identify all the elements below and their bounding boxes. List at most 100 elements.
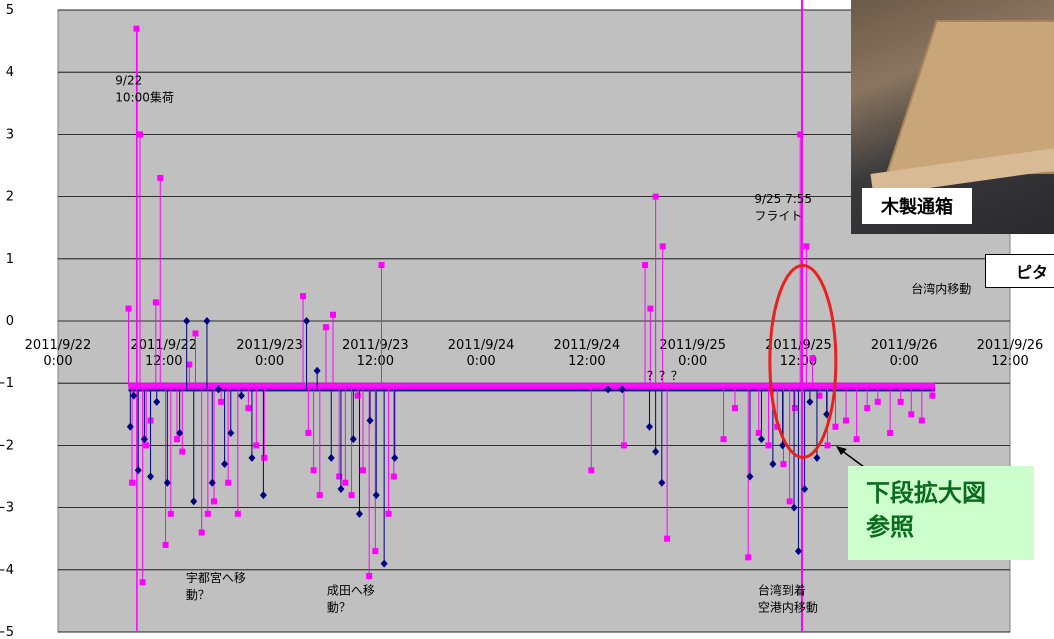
data-point	[227, 428, 235, 437]
data-point	[342, 479, 349, 486]
x-axis-ticks: 2011/9/220:002011/9/2212:002011/9/230:00…	[25, 338, 1044, 369]
data-point	[618, 385, 626, 394]
data-point	[658, 478, 666, 487]
data-point	[167, 510, 174, 517]
data-point	[203, 317, 211, 325]
data-point	[174, 436, 180, 443]
x-tick-label: 2011/9/22	[25, 338, 92, 353]
annotation-collect: 9/22	[115, 74, 142, 88]
data-point	[349, 435, 357, 444]
data-point	[853, 436, 860, 443]
data-point	[378, 262, 385, 269]
data-point	[143, 442, 150, 449]
data-point	[816, 392, 823, 399]
x-tick-label: 12:00	[991, 354, 1028, 369]
y-tick-label: 5	[6, 3, 14, 18]
annotation-arrival: 空港内移動	[758, 601, 818, 615]
data-point	[385, 510, 392, 517]
data-point	[186, 361, 193, 368]
data-point	[588, 467, 595, 474]
data-point	[163, 478, 171, 487]
data-point	[745, 554, 752, 561]
data-point	[620, 442, 627, 449]
data-point	[791, 405, 798, 412]
data-point	[130, 391, 138, 400]
data-point	[211, 498, 218, 505]
y-tick-label: −1	[0, 376, 14, 391]
annotation-utsunomiya: 動？	[186, 588, 210, 602]
y-tick-label: −5	[0, 625, 14, 639]
data-point	[806, 397, 814, 406]
data-point	[261, 454, 268, 461]
data-point	[720, 436, 727, 443]
data-point	[183, 317, 191, 325]
data-point	[380, 559, 388, 568]
highlight-ellipse	[768, 263, 838, 459]
data-point	[139, 579, 146, 586]
x-tick-label: 12:00	[568, 354, 605, 369]
data-point	[929, 392, 936, 399]
x-tick-label: 2011/9/22	[130, 338, 197, 353]
x-tick-label: 2011/9/26	[977, 338, 1044, 353]
data-point	[864, 405, 871, 412]
y-tick-label: 0	[6, 314, 14, 329]
data-point	[642, 262, 649, 269]
data-point	[225, 479, 232, 486]
data-point	[245, 405, 252, 412]
y-tick-label: −2	[0, 438, 14, 453]
series-magenta	[125, 0, 936, 632]
annotation-narita: 成田へ移	[327, 584, 375, 598]
data-point	[794, 547, 802, 556]
data-point	[305, 429, 312, 436]
data-point	[153, 397, 161, 406]
data-point	[147, 472, 155, 481]
data-point	[214, 385, 222, 394]
data-point	[874, 398, 881, 405]
x-tick-label: 2011/9/26	[871, 338, 938, 353]
data-point	[801, 484, 809, 493]
y-tick-label: 4	[6, 65, 14, 80]
data-point	[790, 503, 798, 512]
data-point	[192, 330, 199, 337]
x-tick-label: 0:00	[43, 354, 72, 369]
photo-label: 木製通箱	[862, 188, 972, 224]
x-tick-label: 2011/9/24	[554, 338, 621, 353]
annotation-utsunomiya: 宇都宮へ移	[186, 570, 246, 585]
data-point	[248, 453, 256, 462]
series-baselines	[128, 382, 936, 392]
data-point	[179, 448, 186, 455]
data-point	[832, 423, 839, 430]
data-point	[152, 299, 159, 306]
data-point	[310, 467, 317, 474]
data-point	[366, 573, 373, 580]
x-tick-label: 12:00	[357, 354, 394, 369]
data-point	[313, 366, 321, 375]
annotation-question: ？？？	[647, 369, 683, 383]
data-point	[134, 466, 142, 475]
data-point	[316, 492, 323, 499]
data-point	[337, 484, 345, 493]
data-point	[300, 293, 307, 300]
y-tick-label: 2	[6, 190, 14, 205]
data-point	[372, 491, 380, 500]
data-point	[253, 442, 260, 449]
data-point	[372, 548, 379, 555]
data-point	[162, 541, 169, 548]
data-point	[769, 460, 777, 469]
data-point	[322, 324, 329, 331]
y-axis-ticks: 5 4 3 2 1 0 −1 −2 −3 −4 −5	[0, 3, 14, 639]
data-point	[780, 461, 787, 468]
data-point	[259, 491, 267, 500]
data-point	[237, 391, 245, 400]
x-tick-label: 0:00	[467, 354, 496, 369]
data-point	[604, 385, 612, 394]
data-point	[803, 243, 810, 250]
data-point	[843, 417, 850, 424]
annotation-narita: 動？	[327, 601, 351, 615]
data-point	[908, 411, 915, 418]
data-point	[652, 193, 659, 200]
data-point	[366, 416, 374, 425]
data-point	[757, 435, 765, 444]
data-point	[390, 473, 397, 480]
data-point	[198, 529, 205, 536]
